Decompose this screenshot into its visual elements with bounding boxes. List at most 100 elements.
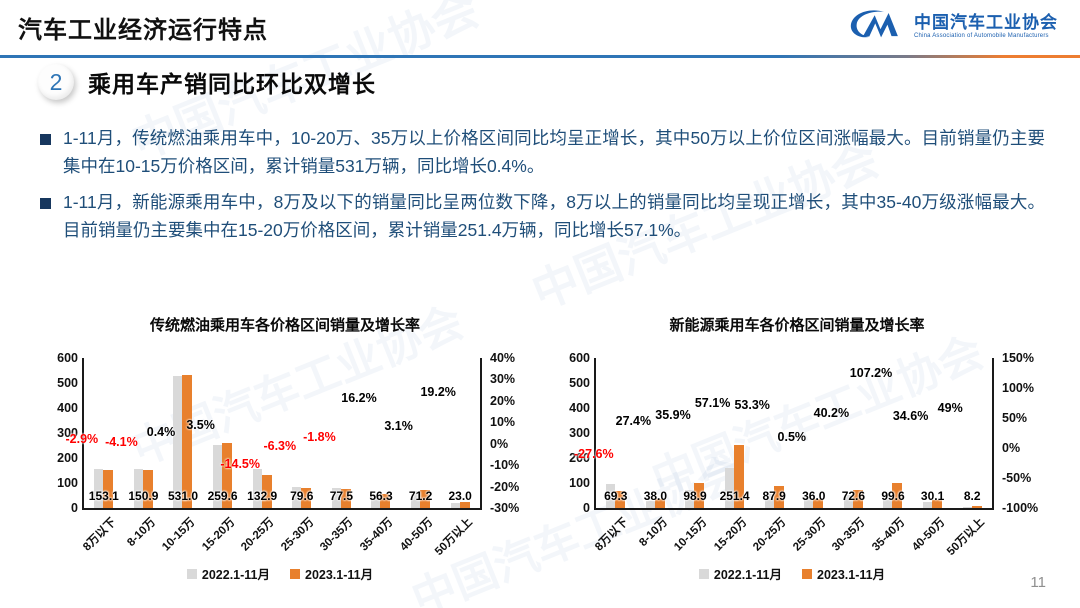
bar-2023	[222, 443, 233, 508]
y-axis-tick-right: 100%	[1002, 381, 1034, 395]
x-axis-label-text: 15-20万	[711, 516, 750, 554]
caam-logo-icon	[848, 6, 906, 47]
bar-2022	[213, 445, 223, 508]
bar-group	[124, 468, 164, 508]
bar-2023	[182, 375, 193, 508]
growth-rate-label: -2.9%	[65, 431, 99, 446]
bar-value-label: 79.6	[290, 489, 314, 503]
bullet-item: 1-11月，新能源乘用车中，8万及以下的销量同比呈两位数下降，8万以上的销量同比…	[40, 188, 1045, 245]
header-divider	[0, 55, 1080, 58]
y-axis-tick-right: -30%	[490, 501, 520, 515]
bar-group	[84, 468, 124, 508]
bar-2022	[883, 495, 893, 508]
growth-rate-label: 49%	[937, 400, 963, 415]
bar-value-label: 71.2	[408, 489, 433, 503]
bar-2022	[411, 490, 421, 508]
bar-2022	[252, 469, 262, 508]
bar-2022	[962, 506, 972, 508]
bar-2022	[645, 500, 655, 508]
bar-value-label: 87.9	[762, 489, 786, 503]
bar-value-label: 30.1	[920, 489, 945, 503]
caam-logo-cn: 中国汽车工业协会	[914, 12, 1058, 32]
section-heading-row: 2 乘用车产销同比环比双增长	[38, 64, 376, 100]
bar-2022	[450, 503, 460, 508]
bar-2023	[261, 474, 272, 508]
bar-group	[913, 500, 953, 508]
bar-group	[242, 469, 282, 508]
y-axis-tick-left: 200	[569, 451, 590, 465]
y-axis-tick-right: 0%	[1002, 441, 1021, 455]
x-axis-label-text: 35-40万	[358, 516, 396, 554]
legend-item: 2023.1-11月	[290, 564, 373, 583]
bar-2022	[804, 499, 814, 508]
y-axis-tick-right: -20%	[490, 479, 520, 494]
bar-2023	[142, 470, 153, 508]
bar-2022	[371, 495, 381, 508]
nev-vehicle-chart: 新能源乘用车各价格区间销量及增长率 0 100 200 300 400 500 600 -10…	[548, 312, 1048, 598]
growth-rate-label: 16.2%	[341, 391, 377, 405]
y-axis-tick-left: 300	[569, 426, 590, 440]
bar-value-label: 38.0	[643, 489, 668, 503]
y-axis-tick-left: 400	[569, 401, 590, 415]
bar-2022	[843, 495, 853, 508]
x-axis-labels: 8万以下 8-10万 10-15万 15-20万 20-25万 25-30万 30-35万 3…	[81, 512, 478, 560]
bar-2022	[133, 468, 143, 508]
bar-2022	[685, 489, 695, 508]
legend-label: 2022.1-11月	[713, 568, 782, 582]
x-axis-labels: 8万以下 8-10万 10-15万 15-20万 20-25万 25-30万 30-35万 3…	[593, 512, 990, 560]
bar-group	[401, 490, 441, 508]
plot-area: 0 100 200 300 400 500 600 -100% -50% 0% 50% 100% 150…	[569, 351, 1038, 515]
legend-item: 2023.1-11月	[802, 564, 885, 583]
bar-2022	[292, 486, 302, 508]
bar-group	[203, 443, 243, 508]
bar-2023	[971, 505, 982, 508]
bar-group	[636, 498, 676, 508]
bar-value-label: 98.9	[683, 489, 707, 503]
y-axis-tick-right: 10%	[490, 415, 516, 430]
y-axis-tick-right: 20%	[490, 393, 516, 408]
bar-2023	[103, 469, 114, 508]
fuel-vehicle-chart: 传统燃油乘用车各价格区间销量及增长率 0 100 200 300 400 500 600 -3…	[36, 312, 536, 598]
y-axis-tick-left: 600	[57, 351, 78, 365]
chart-legend: 2022.1-11月 2023.1-11月	[594, 564, 990, 583]
bar-2023	[340, 488, 351, 508]
x-axis-label-text: 50万以上	[944, 516, 987, 559]
y-axis-tick-right: 150%	[1002, 351, 1034, 365]
y-axis-tick-right: -10%	[490, 458, 520, 473]
bar-value-label: 99.6	[881, 489, 905, 503]
bar-value-label: 259.6	[207, 489, 238, 503]
section-heading: 乘用车产销同比环比双增长	[88, 71, 376, 97]
bar-2022	[923, 502, 933, 508]
bar-2023	[734, 445, 745, 508]
chart-title: 新能源乘用车各价格区间销量及增长率	[669, 317, 925, 334]
caam-logo-text: 中国汽车工业协会 China Association of Automobile…	[914, 12, 1058, 39]
x-axis-label-text: 25-30万	[278, 516, 317, 554]
bar-2022	[606, 484, 616, 508]
bar-2022	[173, 375, 183, 508]
bar-value-label: 8.2	[963, 489, 981, 503]
y-axis-tick-right: 50%	[1002, 411, 1028, 425]
y-axis-tick-left: 0	[583, 501, 590, 515]
bar-value-label: 23.0	[448, 489, 472, 503]
bar-value-label: 56.3	[369, 489, 393, 503]
bar-value-label: 153.1	[88, 489, 119, 503]
bar-group	[440, 502, 480, 508]
bar-2023	[615, 490, 626, 508]
bar-value-label: 77.5	[329, 489, 354, 503]
bar-2022	[725, 468, 735, 508]
bar-2023	[694, 483, 705, 508]
growth-rate-label: 19.2%	[420, 384, 456, 399]
x-axis-label-text: 10-15万	[672, 516, 710, 554]
legend-swatch	[698, 568, 709, 579]
y-axis-tick-left: 500	[57, 376, 78, 390]
x-axis-label-text: 20-25万	[239, 516, 277, 554]
growth-rate-label: 27.4%	[615, 413, 652, 428]
bullet-list: 1-11月，传统燃油乘用车中，10-20万、35万以上价格区间同比均呈正增长，其…	[40, 124, 1045, 251]
bar-value-label: 72.6	[841, 489, 866, 503]
legend-item: 2022.1-11月	[698, 564, 782, 583]
legend-label: 2023.1-11月	[817, 568, 886, 582]
bar-group	[715, 445, 755, 508]
bar-2023	[932, 500, 943, 508]
bullet-text: 1-11月，传统燃油乘用车中，10-20万、35万以上价格区间同比均呈正增长，其…	[63, 128, 1045, 177]
growth-rate-label: 3.1%	[384, 419, 413, 434]
